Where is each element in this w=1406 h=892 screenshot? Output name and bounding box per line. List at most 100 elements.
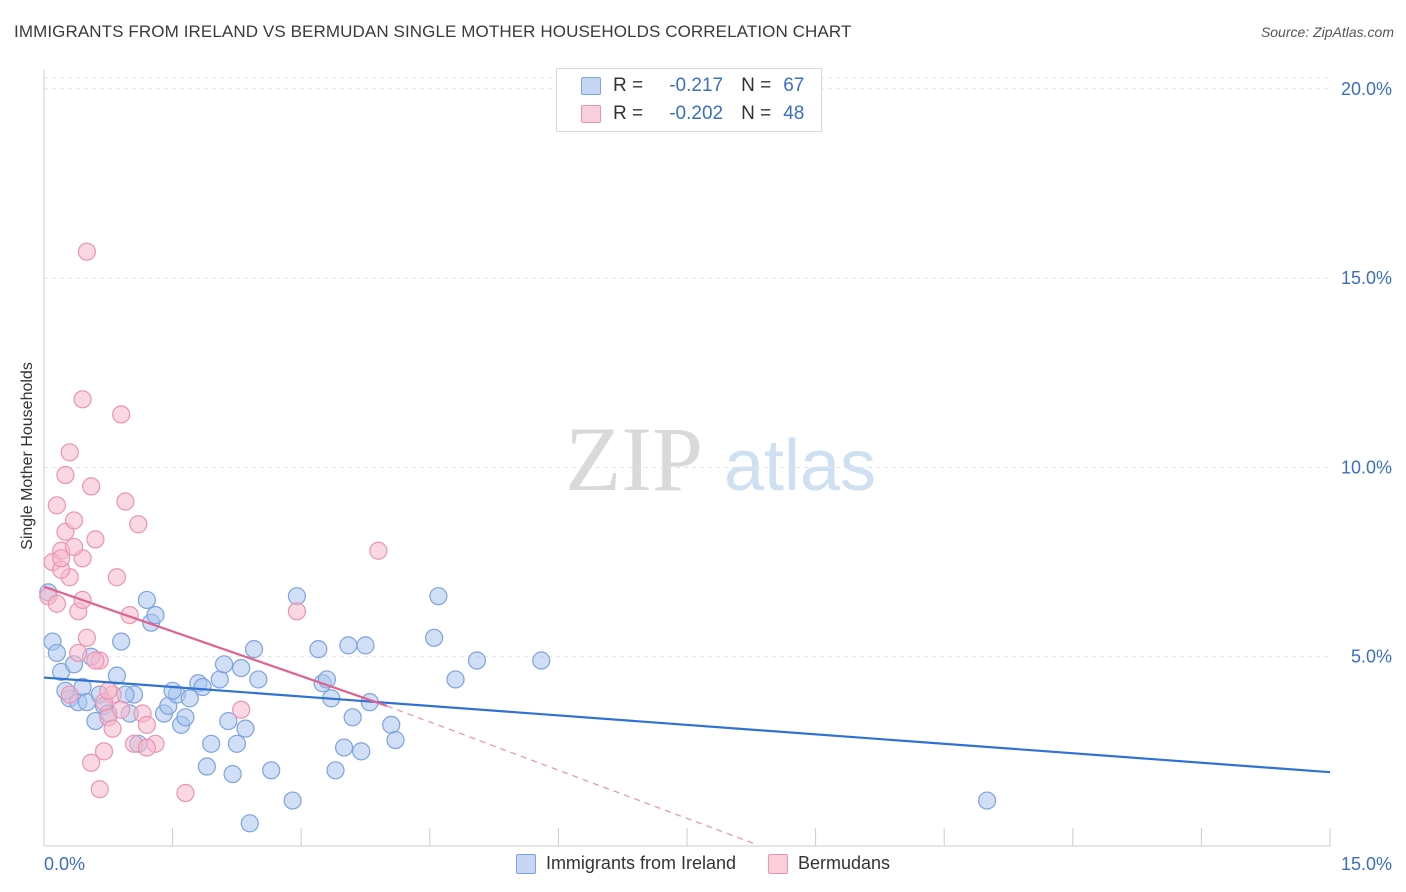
ireland-point <box>429 587 448 606</box>
ireland-point <box>47 643 66 663</box>
ireland-point <box>424 628 444 647</box>
ireland-point <box>386 730 405 750</box>
chart-title: IMMIGRANTS FROM IRELAND VS BERMUDAN SING… <box>14 22 852 41</box>
ireland-point <box>223 764 242 784</box>
legend-label-ireland: Immigrants from Ireland <box>545 853 736 873</box>
bermudans-point <box>90 780 109 799</box>
ireland-point <box>326 761 345 780</box>
bermudans-point <box>82 753 101 772</box>
r-label: R = <box>613 75 644 96</box>
bermudans-point <box>47 594 66 613</box>
r-value: -0.202 <box>669 103 724 124</box>
r-label: R = <box>613 103 644 124</box>
ireland-point <box>210 670 229 689</box>
bermudans-point <box>120 605 139 625</box>
ireland-point <box>283 791 302 810</box>
bermudans-point <box>73 390 92 409</box>
ireland-point <box>467 651 487 670</box>
bermudans-point <box>116 492 135 511</box>
ireland-point <box>977 791 997 810</box>
bermudans-point <box>60 443 79 462</box>
bermudans-point <box>107 568 126 587</box>
ireland-point <box>352 742 371 761</box>
bermudans-point <box>112 700 131 719</box>
y-tick-label: 20.0% <box>1341 79 1392 99</box>
bermudans-legend-swatch <box>768 853 788 874</box>
source-label: Source: ZipAtlas.com <box>1260 24 1394 40</box>
bermudans-point <box>112 405 131 424</box>
bermudans-point <box>69 643 88 663</box>
n-label: N = <box>741 103 772 124</box>
bermudans-point <box>94 742 114 761</box>
ireland-point <box>193 677 212 697</box>
legend-item-bermudans[interactable]: Bermudans <box>768 853 890 874</box>
r-value: -0.217 <box>669 75 724 96</box>
bermudans-point <box>64 511 84 530</box>
legend-item-ireland[interactable]: Immigrants from Ireland <box>515 853 736 874</box>
ireland-point <box>137 590 156 610</box>
ireland-point <box>107 666 126 685</box>
legend: Immigrants from Ireland Bermudans <box>0 853 1406 874</box>
ireland-point <box>382 715 401 734</box>
y-tick-label: 10.0% <box>1341 457 1392 477</box>
ireland-legend-swatch <box>515 853 536 874</box>
ireland-trend-line <box>43 676 1331 774</box>
bermudans-point <box>176 783 195 803</box>
n-value: 48 <box>783 103 805 124</box>
ireland-point <box>240 814 259 833</box>
bermudans-point <box>52 549 71 568</box>
bermudans-trend-line <box>43 585 388 707</box>
bermudans-point <box>82 477 101 496</box>
ireland-point <box>244 640 264 659</box>
bermudans-swatch <box>581 105 601 123</box>
ireland-point <box>202 734 221 753</box>
ireland-point <box>309 640 328 659</box>
bermudans-point <box>99 681 118 700</box>
bermudans-point <box>137 715 156 734</box>
ireland-point <box>176 708 195 727</box>
x-tick-label-max: 15.0% <box>1341 854 1392 874</box>
ireland-point <box>214 655 234 674</box>
stats-box: R = -0.217 N = 67 R = -0.202 N = 48 <box>556 68 822 132</box>
ireland-point <box>219 711 238 731</box>
ireland-point <box>163 681 182 700</box>
bermudans-point <box>47 496 66 515</box>
stats-row-bermudans: R = -0.202 N = 48 <box>581 101 804 127</box>
ireland-point <box>232 658 251 678</box>
ireland-point <box>236 719 255 738</box>
ireland-point <box>146 605 165 625</box>
bermudans-point <box>86 651 105 670</box>
y-tick-label: 5.0% <box>1351 647 1392 667</box>
watermark-atlas: atlas <box>724 426 876 506</box>
ireland-point <box>249 670 268 689</box>
ireland-swatch <box>581 77 601 95</box>
n-label: N = <box>741 75 772 96</box>
bermudans-point <box>77 628 96 647</box>
bermudans-point <box>64 537 84 557</box>
ireland-point <box>112 632 131 651</box>
ireland-point <box>197 757 216 776</box>
bermudans-point <box>369 541 388 560</box>
legend-label-bermudans: Bermudans <box>798 853 891 873</box>
y-tick-label: 15.0% <box>1341 268 1392 288</box>
bermudans-point <box>60 685 79 704</box>
n-value: 67 <box>783 75 805 96</box>
ireland-point <box>334 738 354 757</box>
ireland-point <box>227 734 246 753</box>
ireland-point <box>343 708 362 727</box>
stats-row-ireland: R = -0.217 N = 67 <box>581 73 804 99</box>
bermudans-point <box>232 700 251 719</box>
bermudans-point <box>129 515 148 534</box>
bermudans-point <box>137 738 156 757</box>
bermudans-point <box>77 242 96 261</box>
ireland-point <box>287 587 307 606</box>
ireland-point <box>446 670 465 689</box>
ireland-point <box>262 761 281 780</box>
ireland-point <box>356 636 375 655</box>
bermudans-point <box>287 602 307 621</box>
x-tick-label-min: 0.0% <box>44 854 85 874</box>
ireland-point <box>532 651 551 670</box>
bermudans-point <box>86 530 105 549</box>
ireland-point <box>339 636 358 655</box>
